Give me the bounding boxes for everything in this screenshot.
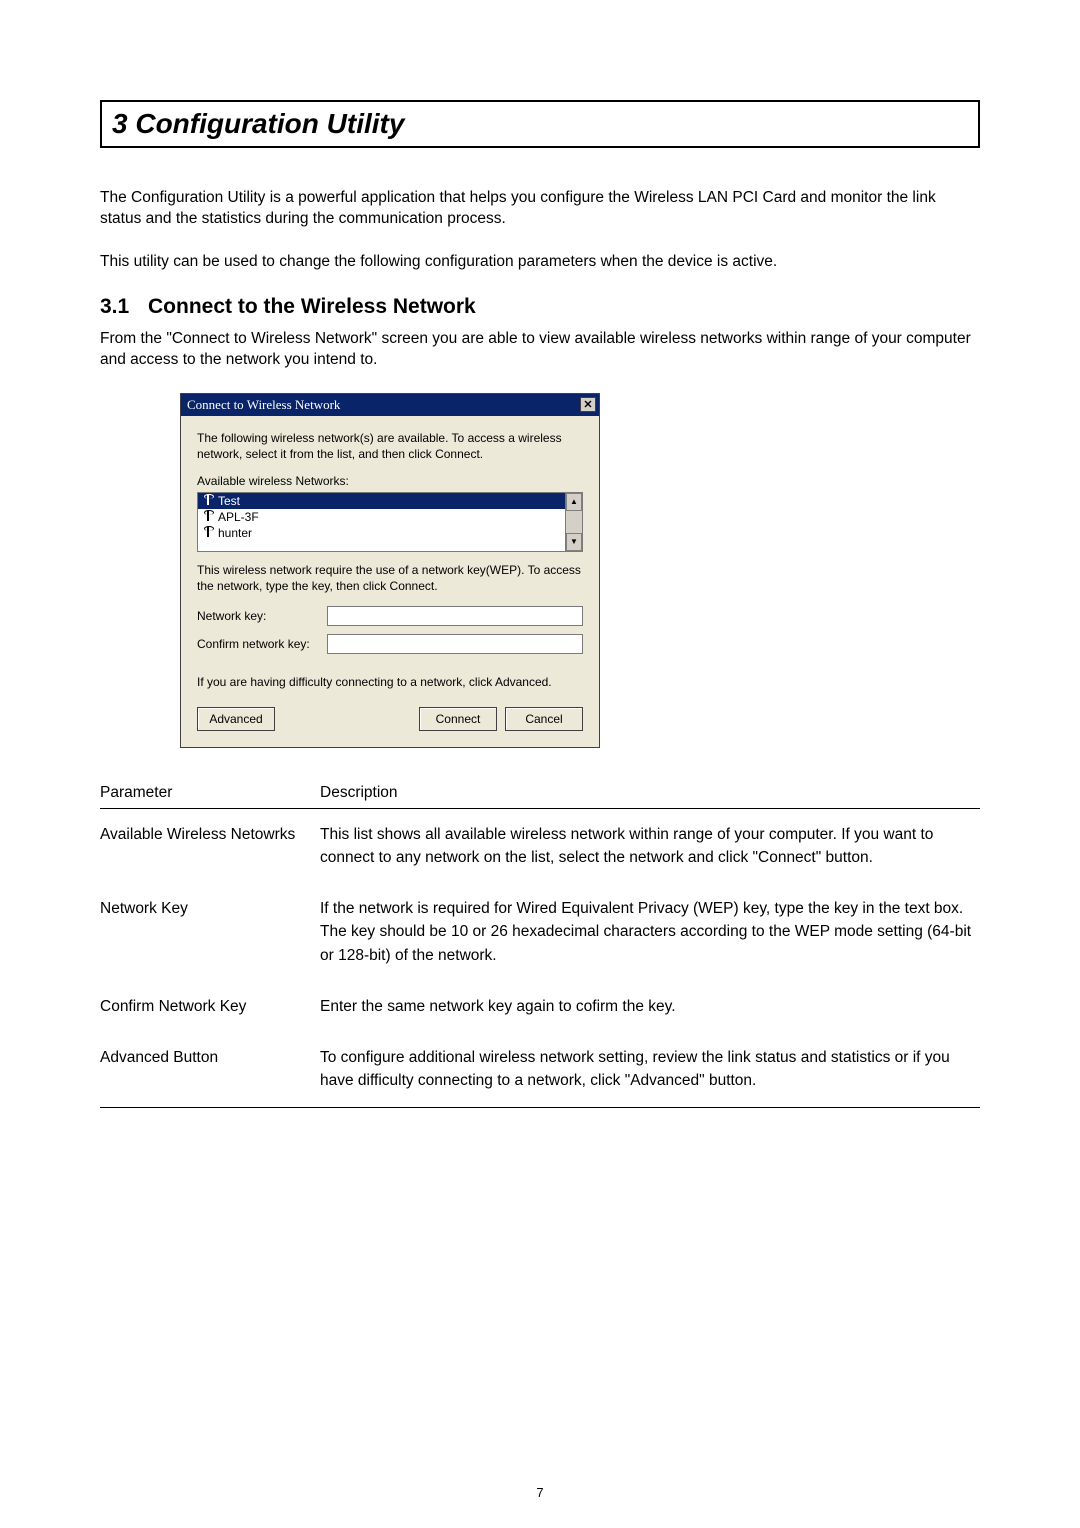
table-row: Available Wireless NetowrksThis list sho… xyxy=(100,808,980,883)
dialog-button-group: Connect Cancel xyxy=(419,707,583,731)
dialog-intro-text: The following wireless network(s) are av… xyxy=(197,430,583,462)
listbox-scrollbar[interactable]: ▲ ▼ xyxy=(566,492,583,552)
network-name-label: Test xyxy=(218,494,240,508)
network-name-label: APL-3F xyxy=(218,510,259,524)
param-name-cell: Network Key xyxy=(100,883,320,981)
cancel-button[interactable]: Cancel xyxy=(505,707,583,731)
antenna-icon xyxy=(202,510,214,524)
table-header-parameter: Parameter xyxy=(100,778,320,809)
table-row: Network KeyIf the network is required fo… xyxy=(100,883,980,981)
network-listbox-wrap: Test APL-3F hunter ▲ ▼ xyxy=(197,492,583,552)
network-listbox[interactable]: Test APL-3F hunter xyxy=(197,492,566,552)
network-list-item[interactable]: APL-3F xyxy=(198,509,565,525)
param-desc-cell: This list shows all available wireless n… xyxy=(320,808,980,883)
antenna-icon xyxy=(202,526,214,540)
param-desc-cell: If the network is required for Wired Equ… xyxy=(320,883,980,981)
dialog-body: The following wireless network(s) are av… xyxy=(181,416,599,747)
antenna-icon xyxy=(202,494,214,508)
subsection-paragraph: From the "Connect to Wireless Network" s… xyxy=(100,329,980,371)
confirm-key-label: Confirm network key: xyxy=(197,637,327,651)
section-heading-box: 3 Configuration Utility xyxy=(100,100,980,148)
table-row: Advanced ButtonTo configure additional w… xyxy=(100,1032,980,1107)
intro-paragraph-2: This utility can be used to change the f… xyxy=(100,252,980,273)
network-list-item[interactable]: hunter xyxy=(198,525,565,541)
param-desc-cell: Enter the same network key again to cofi… xyxy=(320,981,980,1032)
param-desc-cell: To configure additional wireless network… xyxy=(320,1032,980,1107)
dialog-title: Connect to Wireless Network xyxy=(187,397,340,413)
network-list-item[interactable]: Test xyxy=(198,493,565,509)
network-name-label: hunter xyxy=(218,526,252,540)
confirm-key-row: Confirm network key: xyxy=(197,634,583,654)
network-key-row: Network key: xyxy=(197,606,583,626)
subsection-title: Connect to the Wireless Network xyxy=(148,295,476,318)
subsection-heading: 3.1Connect to the Wireless Network xyxy=(100,295,980,319)
network-key-input[interactable] xyxy=(327,606,583,626)
section-heading: 3 Configuration Utility xyxy=(112,108,968,140)
advanced-button[interactable]: Advanced xyxy=(197,707,275,731)
intro-paragraph-1: The Configuration Utility is a powerful … xyxy=(100,188,980,230)
dialog-screenshot-wrap: Connect to Wireless Network ✕ The follow… xyxy=(180,393,980,748)
parameter-table: Parameter Description Available Wireless… xyxy=(100,778,980,1108)
page-number: 7 xyxy=(0,1485,1080,1500)
close-icon[interactable]: ✕ xyxy=(580,397,596,412)
network-key-label: Network key: xyxy=(197,609,327,623)
param-name-cell: Available Wireless Netowrks xyxy=(100,808,320,883)
confirm-key-input[interactable] xyxy=(327,634,583,654)
table-header-description: Description xyxy=(320,778,980,809)
connect-wireless-dialog: Connect to Wireless Network ✕ The follow… xyxy=(180,393,600,748)
param-name-cell: Confirm Network Key xyxy=(100,981,320,1032)
subsection-number: 3.1 xyxy=(100,295,148,319)
param-name-cell: Advanced Button xyxy=(100,1032,320,1107)
available-networks-label: Available wireless Networks: xyxy=(197,474,583,488)
table-row: Confirm Network KeyEnter the same networ… xyxy=(100,981,980,1032)
connect-button[interactable]: Connect xyxy=(419,707,497,731)
dialog-titlebar[interactable]: Connect to Wireless Network ✕ xyxy=(181,394,599,416)
wep-note-text: This wireless network require the use of… xyxy=(197,562,583,594)
scroll-up-icon[interactable]: ▲ xyxy=(566,493,582,511)
difficulty-note-text: If you are having difficulty connecting … xyxy=(197,674,583,690)
scroll-down-icon[interactable]: ▼ xyxy=(566,533,582,551)
dialog-button-row: Advanced Connect Cancel xyxy=(197,707,583,731)
